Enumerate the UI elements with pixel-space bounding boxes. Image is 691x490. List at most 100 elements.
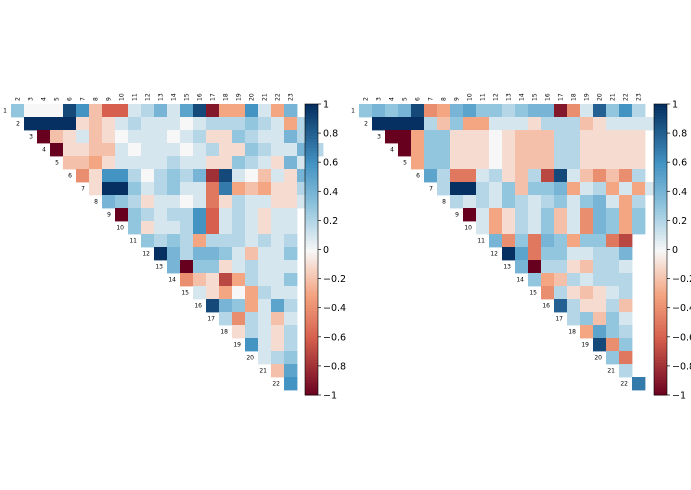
heatmap-cell [167, 117, 181, 131]
heatmap-cell [424, 130, 438, 144]
heatmap-cell [271, 351, 285, 365]
heatmap-cell [141, 156, 155, 170]
colorbar-segment [654, 217, 667, 221]
heatmap-cell [398, 130, 412, 144]
heatmap-cell [141, 182, 155, 196]
heatmap-cell [141, 169, 155, 183]
heatmap-cell [167, 195, 181, 209]
heatmap-cell [463, 208, 477, 222]
heatmap-cell [567, 273, 581, 287]
heatmap-cell [580, 234, 594, 248]
row-label-4: 4 [390, 147, 394, 154]
heatmap-cell [619, 273, 633, 287]
colorbar-segment [305, 243, 318, 248]
heatmap-cell [567, 143, 581, 157]
heatmap-cell [593, 312, 607, 326]
heatmap-cell [154, 117, 168, 131]
heatmap-cell [619, 156, 633, 170]
heatmap-cell [463, 143, 477, 157]
heatmap-cell [632, 143, 646, 157]
heatmap-cell [528, 247, 542, 261]
colorbar-segment [305, 325, 318, 329]
col-label-22: 22 [275, 93, 282, 101]
heatmap-cell [567, 286, 581, 300]
colorbar-tick-label: −0.2 [323, 274, 346, 285]
heatmap-cell [619, 312, 633, 326]
colorbar-segment [305, 252, 318, 256]
heatmap-cell [632, 117, 646, 131]
heatmap-cell [89, 156, 103, 170]
colorbar-segment [654, 304, 667, 309]
colorbar-segment [654, 133, 667, 137]
colorbar-segment [305, 333, 318, 338]
heatmap-cell [489, 117, 503, 131]
colorbar-segment [654, 351, 667, 355]
heatmap-cell [372, 104, 386, 118]
heatmap-cell [437, 143, 451, 157]
heatmap-cell [219, 182, 233, 196]
heatmap-cell [193, 195, 207, 209]
heatmap-cell [567, 234, 581, 248]
colorbar-tick-label: 0.2 [323, 216, 338, 227]
colorbar-tick-label: 0.2 [672, 216, 687, 227]
heatmap-cell [528, 182, 542, 196]
colorbar-segment [305, 202, 318, 207]
heatmap-cell [89, 104, 103, 118]
heatmap-cell [606, 260, 620, 274]
heatmap-cell [271, 130, 285, 144]
col-label-6: 6 [67, 97, 74, 101]
heatmap-cell [167, 156, 181, 170]
heatmap-cell [567, 130, 581, 144]
heatmap-cell [115, 169, 129, 183]
colorbar-segment [654, 220, 667, 224]
colorbar-segment [654, 371, 667, 376]
colorbar-segment [654, 150, 667, 154]
heatmap-cell [489, 169, 503, 183]
heatmap-cell [580, 104, 594, 118]
row-label-12: 12 [490, 251, 498, 258]
col-label-3: 3 [376, 97, 383, 101]
heatmap-cell [476, 221, 490, 235]
heatmap-cell [245, 325, 259, 339]
heatmap-cell [232, 117, 246, 131]
colorbar-segment [654, 392, 667, 396]
col-label-18: 18 [571, 93, 578, 101]
colorbar-segment [305, 234, 318, 239]
row-label-3: 3 [29, 134, 33, 141]
heatmap-cell [180, 208, 194, 222]
heatmap-cell [463, 130, 477, 144]
heatmap-cell [580, 130, 594, 144]
heatmap-cell [89, 182, 103, 196]
heatmap-cell [632, 208, 646, 222]
colorbar-segment [654, 296, 667, 300]
colorbar-segment [305, 380, 318, 384]
colorbar-segment [305, 173, 318, 178]
heatmap-cell [411, 156, 425, 170]
heatmap-cell [567, 169, 581, 183]
heatmap-cell [271, 143, 285, 157]
row-label-20: 20 [594, 355, 602, 362]
heatmap-cell [50, 130, 64, 144]
heatmap-cell [193, 169, 207, 183]
heatmap-cell [232, 299, 246, 313]
col-label-10: 10 [467, 93, 474, 101]
heatmap-cell [206, 247, 220, 261]
col-label-12: 12 [493, 93, 500, 101]
colorbar-segment [654, 246, 667, 250]
colorbar-segment [305, 336, 318, 341]
heatmap-cell [476, 130, 490, 144]
colorbar-segment [654, 319, 667, 323]
heatmap-cell [284, 325, 298, 339]
heatmap-cell [528, 104, 542, 118]
colorbar-segment [654, 168, 667, 172]
heatmap-cell [245, 104, 259, 118]
col-label-7: 7 [428, 97, 435, 101]
heatmap-cell [154, 169, 168, 183]
heatmap-cell [76, 156, 90, 170]
heatmap-cell [284, 338, 298, 352]
heatmap-cell [193, 221, 207, 235]
colorbar-segment [305, 360, 318, 364]
col-label-19: 19 [584, 93, 591, 101]
heatmap-cell [619, 143, 633, 157]
heatmap-cell [489, 221, 503, 235]
